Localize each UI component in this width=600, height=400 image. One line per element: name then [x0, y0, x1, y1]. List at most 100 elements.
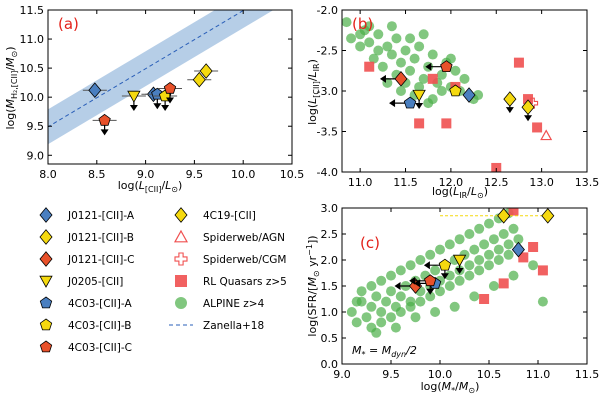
y-tick-label: 3.0 — [321, 202, 339, 215]
panel-c: 9.0 9.5 10.0 10.5 11.0 11.5 0.0 0.5 1.0 1.5 2.0 2.5… — [305, 202, 599, 395]
c-alpine-point — [528, 260, 539, 271]
panel-c-ylabel: log(SFR/[M⊙ yr−1]) — [305, 235, 321, 336]
c-alpine-point — [430, 307, 441, 317]
b-point-5 — [449, 84, 462, 97]
y-tick-label: 9.5 — [27, 120, 45, 133]
c-alpine-point — [346, 307, 357, 317]
b-alpine-point — [377, 61, 388, 72]
legend-marker — [39, 229, 53, 245]
x-tick-label: 13.0 — [529, 176, 554, 189]
panel-b: 11.0 11.5 12.0 12.5 13.0 13.5 -4.0 -3.5 -3.0 -2.5… — [306, 4, 599, 200]
c-alpine-point — [469, 244, 480, 255]
legend-label: ALPINE z>4 — [203, 298, 265, 310]
a-point-1-arrowhead — [100, 129, 109, 136]
y-tick-label: 1.5 — [321, 280, 339, 293]
c-alpine-point — [351, 296, 362, 307]
c-alpine-point — [508, 270, 519, 281]
c-alpine-point — [474, 265, 485, 276]
panel-c-tag: (c) — [360, 234, 380, 252]
panel-b-tag: (b) — [352, 15, 373, 33]
c-point-0 — [511, 241, 525, 258]
c-alpine-point — [464, 270, 475, 281]
panel-a-xlabel: log(L[CII]/L⊙) — [118, 179, 183, 194]
c-point-5-arrowhead — [440, 273, 449, 280]
b-alpine-point — [405, 65, 416, 76]
c-quasar-point — [528, 242, 539, 252]
b-alpine-point — [423, 98, 434, 109]
y-tick-label: -3.5 — [317, 126, 338, 139]
b-point-2 — [394, 71, 408, 87]
x-tick-label: 11.0 — [526, 368, 551, 381]
b-quasar-point — [513, 57, 524, 68]
c-point-7 — [497, 208, 511, 224]
panel-c-frame — [341, 207, 588, 365]
c-alpine-point — [464, 229, 475, 239]
legend-marker — [39, 340, 53, 353]
legend-marker — [39, 207, 53, 223]
c-alpine-point — [405, 301, 416, 312]
x-tick-label: 9.0 — [333, 368, 351, 381]
b-point-7 — [503, 91, 517, 107]
c-alpine-point — [474, 223, 485, 234]
b-alpine-point — [382, 41, 393, 52]
c-alpine-point — [371, 327, 382, 338]
y-tick-label: 2.5 — [321, 228, 339, 241]
c-alpine-point — [488, 234, 499, 245]
c-alpine-point — [415, 296, 426, 307]
b-alpine-point — [364, 37, 375, 48]
y-tick-label: -2.0 — [317, 4, 338, 17]
c-point-2-left-arrowhead — [394, 282, 401, 290]
b-alpine-point — [473, 90, 484, 101]
c-alpine-point — [508, 223, 519, 234]
zanella-band — [48, 10, 274, 145]
b-quasar-point — [414, 118, 425, 129]
legend-label: Spiderweb/AGN — [203, 232, 285, 244]
b-quasar-point — [491, 162, 502, 172]
c-alpine-point — [449, 301, 460, 312]
b-alpine-point — [427, 49, 438, 60]
y-tick-label: 11.5 — [20, 4, 45, 17]
c-alpine-point — [537, 296, 548, 307]
y-tick-label: 10.5 — [20, 62, 45, 75]
c-alpine-point — [469, 291, 480, 302]
y-tick-label: -3.0 — [317, 85, 338, 98]
b-alpine-point — [355, 41, 366, 52]
c-alpine-point — [366, 301, 377, 312]
y-tick-label: 10.0 — [20, 91, 45, 104]
b-alpine-point — [414, 41, 425, 52]
b-alpine-point — [364, 21, 375, 32]
c-alpine-point — [386, 270, 396, 281]
b-alpine-point — [355, 29, 366, 40]
legend-label: 4C03-[CII]-B — [68, 320, 132, 332]
c-alpine-point — [395, 265, 406, 276]
c-alpine-point — [376, 275, 387, 286]
a-point-4-arrowhead — [153, 103, 162, 110]
b-quasar-point — [427, 73, 438, 84]
y-tick-label: 1.0 — [321, 306, 339, 319]
x-tick-label: 12.0 — [439, 176, 464, 189]
c-alpine-point — [366, 281, 377, 291]
c-alpine-point — [381, 296, 392, 307]
c-alpine-point — [484, 249, 494, 260]
x-tick-label: 10.0 — [231, 168, 256, 181]
b-quasar-point — [364, 61, 375, 72]
b-alpine-point — [395, 86, 406, 96]
b-alpine-point — [445, 53, 456, 64]
b-alpine-point — [409, 53, 420, 64]
legend-marker — [175, 297, 187, 309]
b-alpine-point — [400, 45, 411, 56]
b-alpine-point — [342, 17, 352, 28]
b-point-0 — [462, 87, 476, 103]
b-point-4-left-arrowhead — [389, 99, 396, 108]
c-quasar-point — [518, 252, 529, 263]
c-alpine-point — [415, 255, 426, 265]
x-tick-label: 8.5 — [88, 168, 106, 181]
a-point-8 — [199, 63, 213, 79]
c-alpine-point — [474, 255, 485, 265]
c-alpine-point — [444, 239, 455, 250]
c-alpine-point — [395, 307, 406, 317]
a-point-6 — [163, 82, 177, 94]
c-alpine-point — [484, 260, 494, 271]
c-quasar-point — [498, 278, 509, 289]
b-spiderweb-agn — [540, 129, 553, 141]
